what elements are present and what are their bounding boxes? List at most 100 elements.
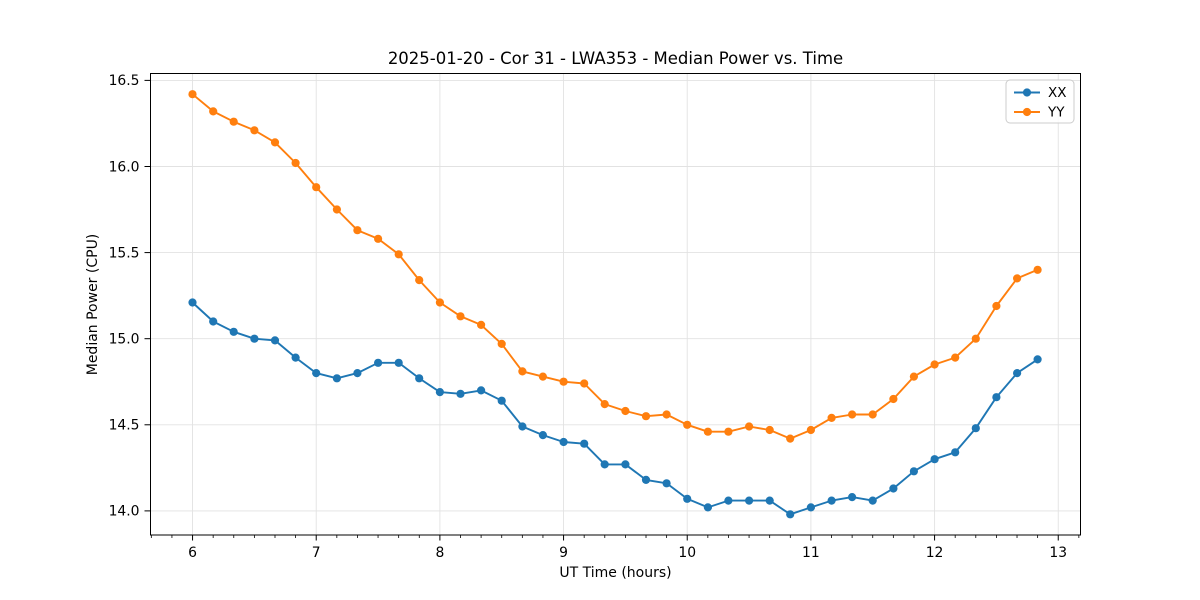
data-point-yy bbox=[806, 425, 816, 435]
data-point-xx bbox=[724, 496, 733, 505]
data-point-yy bbox=[415, 276, 424, 285]
data-point-xx bbox=[1033, 355, 1042, 364]
data-point-yy bbox=[229, 117, 238, 126]
legend-label: YY bbox=[1047, 105, 1065, 121]
data-point-yy bbox=[600, 400, 609, 409]
data-point-yy bbox=[477, 320, 486, 329]
data-point-yy bbox=[621, 406, 630, 416]
data-point-yy bbox=[868, 410, 877, 419]
data-point-yy bbox=[641, 412, 651, 421]
x-axis-label: UT Time (hours) bbox=[559, 565, 671, 581]
data-point-xx bbox=[992, 393, 1001, 402]
data-point-xx bbox=[415, 374, 424, 383]
data-point-yy bbox=[580, 379, 589, 388]
legend-marker-sample bbox=[1022, 88, 1032, 97]
data-point-yy bbox=[951, 353, 960, 362]
data-point-xx bbox=[435, 388, 444, 397]
data-point-xx bbox=[477, 386, 486, 395]
x-tick-label: 13 bbox=[1049, 545, 1067, 561]
data-point-yy bbox=[435, 298, 444, 307]
series-line-yy bbox=[191, 93, 1038, 440]
x-tick-label: 8 bbox=[435, 545, 444, 561]
x-tick-label: 12 bbox=[926, 545, 944, 561]
data-point-yy bbox=[270, 138, 280, 147]
data-point-yy bbox=[683, 420, 692, 429]
data-point-yy bbox=[786, 434, 795, 443]
legend: XX YY bbox=[1005, 79, 1075, 124]
data-point-yy bbox=[827, 413, 836, 422]
legend-box-group: XX YY bbox=[1005, 79, 1075, 124]
y-tick-label: 14.0 bbox=[109, 504, 140, 520]
chart-title: 2025-01-20 - Cor 31 - LWA353 - Median Po… bbox=[388, 49, 843, 68]
data-point-yy bbox=[1013, 274, 1022, 283]
data-point-yy bbox=[971, 334, 980, 343]
data-point-yy bbox=[559, 377, 568, 386]
data-point-xx bbox=[641, 475, 651, 484]
data-point-yy bbox=[518, 367, 527, 376]
data-point-xx bbox=[291, 353, 300, 362]
data-point-xx bbox=[1013, 369, 1022, 378]
data-point-xx bbox=[951, 448, 960, 457]
x-tick-label: 10 bbox=[678, 545, 696, 561]
data-point-yy bbox=[1033, 265, 1042, 274]
data-point-xx bbox=[868, 496, 877, 505]
data-point-xx bbox=[209, 317, 218, 326]
y-axis-label: Median Power (CPU) bbox=[85, 234, 101, 376]
x-tick-label: 11 bbox=[802, 545, 820, 561]
y-tick-label: 15.5 bbox=[109, 245, 140, 261]
data-point-yy bbox=[848, 410, 857, 419]
data-point-xx bbox=[332, 374, 341, 383]
data-point-xx bbox=[786, 510, 795, 519]
y-tick-label: 14.5 bbox=[109, 418, 140, 434]
data-point-yy bbox=[332, 205, 341, 214]
data-point-xx bbox=[745, 496, 754, 505]
data-point-xx bbox=[930, 455, 939, 464]
data-point-yy bbox=[765, 425, 774, 435]
series-layer bbox=[188, 90, 1042, 519]
data-point-xx bbox=[374, 358, 383, 367]
data-point-xx bbox=[662, 479, 671, 488]
data-point-xx bbox=[497, 396, 506, 405]
data-point-xx bbox=[600, 460, 609, 469]
data-point-xx bbox=[312, 369, 321, 378]
data-point-xx bbox=[827, 496, 836, 505]
data-point-xx bbox=[971, 424, 980, 433]
data-point-xx bbox=[621, 460, 630, 469]
data-point-xx bbox=[889, 484, 898, 493]
data-point-xx bbox=[703, 503, 713, 512]
legend-label: XX bbox=[1048, 85, 1067, 101]
data-point-xx bbox=[250, 334, 259, 343]
data-point-xx bbox=[559, 437, 568, 447]
data-point-yy bbox=[724, 427, 733, 436]
grid-layer bbox=[150, 73, 1081, 535]
data-point-yy bbox=[374, 234, 383, 243]
data-point-yy bbox=[930, 360, 939, 369]
data-point-xx bbox=[456, 389, 465, 398]
data-point-yy bbox=[909, 372, 919, 381]
data-point-xx bbox=[848, 493, 857, 502]
data-point-yy bbox=[889, 394, 898, 404]
data-point-yy bbox=[188, 90, 197, 99]
data-point-xx bbox=[806, 503, 816, 512]
data-point-xx bbox=[538, 431, 548, 440]
data-point-xx bbox=[909, 467, 919, 476]
data-point-xx bbox=[394, 358, 403, 367]
data-point-xx bbox=[580, 439, 589, 448]
x-tick-label: 7 bbox=[312, 545, 321, 561]
y-tick-label: 15.0 bbox=[109, 331, 140, 347]
data-point-yy bbox=[456, 312, 465, 321]
data-point-xx bbox=[229, 327, 238, 336]
data-point-yy bbox=[250, 126, 259, 135]
data-point-yy bbox=[312, 183, 321, 192]
axes-layer: 6 7 8 9 10 11 12 13 14.0 14.5 15.0 15.5 16.0 16.5 bbox=[109, 73, 1081, 561]
data-point-xx bbox=[518, 422, 527, 431]
data-point-yy bbox=[497, 339, 506, 348]
data-point-yy bbox=[394, 250, 403, 259]
data-point-xx bbox=[683, 494, 692, 503]
data-point-yy bbox=[662, 410, 671, 419]
data-point-yy bbox=[703, 427, 713, 436]
data-point-xx bbox=[353, 369, 362, 378]
legend-marker-sample bbox=[1022, 107, 1032, 117]
data-point-yy bbox=[992, 301, 1001, 311]
